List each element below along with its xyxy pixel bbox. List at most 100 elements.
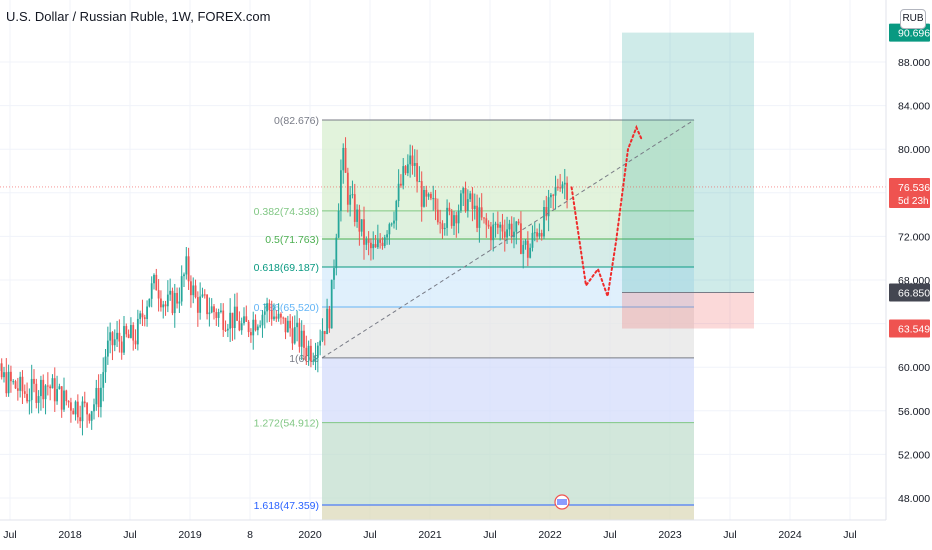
price-axis[interactable]: 48.00052.00056.00060.00064.00068.00072.0… [885, 0, 932, 550]
candle-body [370, 242, 372, 249]
price-tag[interactable] [889, 319, 930, 338]
candle-body [326, 308, 328, 335]
candle-body [95, 387, 98, 405]
fib-retracement[interactable]: 0(82.676) 0.382(74.338) 0.5(71.763) 0.618(6… [254, 115, 694, 520]
candle-body [49, 386, 52, 389]
candle-body [466, 199, 469, 211]
candle-body [79, 417, 82, 422]
candle-body [416, 163, 418, 182]
candle-body [335, 237, 338, 269]
time-axis[interactable]: Jul 2018 Jul 2019 8 2020 Jul 2021 Jul 2022 Jul 2023… [0, 519, 886, 550]
candle-body [540, 232, 543, 237]
time-tick-label: Jul [123, 529, 136, 541]
candle-body [536, 232, 538, 237]
target-zone[interactable] [622, 32, 754, 293]
candle-body [483, 217, 485, 219]
fib-zone [322, 120, 694, 211]
time-tick-label: Jul [483, 529, 496, 541]
candle-body [60, 386, 63, 410]
trend-line[interactable] [321, 119, 695, 359]
candle-body [93, 404, 95, 412]
candle-body [5, 372, 8, 394]
candle-body [478, 207, 481, 228]
candle-body [146, 306, 148, 319]
candle-body [510, 223, 513, 238]
time-tick-label: Jul [603, 529, 616, 541]
price-tag[interactable] [889, 177, 930, 208]
candle-body [284, 317, 287, 333]
candle-body [113, 339, 116, 346]
candle-body [192, 285, 195, 296]
candle-body [423, 189, 425, 207]
candle-body [21, 376, 24, 392]
candle-body [97, 387, 100, 408]
candle-body [450, 210, 453, 226]
candle-body [259, 325, 262, 327]
candle-body [250, 332, 252, 336]
candle-body [134, 340, 137, 345]
candle-body [556, 186, 559, 188]
candle-body [40, 379, 42, 397]
candle-body [471, 193, 474, 209]
fib-zone [322, 357, 694, 423]
candle-body [406, 164, 409, 174]
candle-body [360, 219, 363, 232]
candle-body [363, 219, 365, 245]
candle-body [86, 403, 88, 415]
price-tag[interactable] [889, 283, 930, 302]
candle-body [413, 163, 416, 166]
candle-body [291, 328, 294, 344]
candle-body [462, 188, 465, 194]
candle-body [381, 242, 384, 246]
drawings-overlay[interactable] [0, 119, 886, 510]
candle-body [501, 224, 504, 232]
candle-body [220, 310, 222, 313]
candle-body [270, 310, 273, 320]
long-position-tool[interactable] [622, 32, 754, 329]
candle-body [236, 306, 238, 321]
candle-body [176, 292, 178, 304]
price-tick-label: 52.000 [898, 449, 930, 461]
symbol-title[interactable]: U.S. Dollar / Russian Ruble, 1W, FOREX.c… [6, 9, 271, 24]
candle-body [344, 147, 347, 173]
candle-body [67, 401, 70, 403]
candle-body [430, 193, 432, 199]
candle-body [298, 322, 301, 347]
candle-body [88, 414, 91, 421]
candle-body [455, 215, 458, 224]
event-flag-stripe [557, 499, 567, 505]
candle-body [485, 218, 488, 225]
candle-body [307, 345, 310, 357]
candle-body [436, 209, 439, 223]
candle-body [141, 313, 144, 318]
time-tick-label: Jul [363, 529, 376, 541]
candle-body [420, 181, 423, 207]
candle-body [203, 294, 206, 296]
candle-body [434, 198, 437, 210]
candle-body [173, 292, 176, 314]
stop-zone[interactable] [622, 292, 754, 329]
projection-path[interactable] [570, 124, 643, 297]
candle-body [547, 197, 550, 217]
candle-body [30, 378, 33, 401]
candle-body [376, 239, 379, 248]
candle-body [388, 224, 391, 235]
fib-zone [322, 307, 694, 358]
fib-level-label: 0.786(65.520) [254, 302, 319, 314]
candle-body [102, 372, 105, 388]
candle-body [273, 316, 275, 320]
candle-body [243, 316, 245, 324]
candle-body [53, 378, 56, 402]
candle-body [123, 326, 125, 353]
candle-body [263, 311, 266, 315]
candle-body [550, 194, 552, 198]
candle-body [506, 229, 508, 238]
candle-body [12, 381, 15, 383]
candle-body [282, 317, 285, 319]
candle-body [314, 357, 317, 361]
candle-body [395, 200, 398, 221]
time-tick-label: 2022 [538, 529, 562, 541]
currency-badge[interactable]: RUB [900, 9, 926, 29]
bar-countdown-label: 5d 23h [898, 196, 929, 207]
